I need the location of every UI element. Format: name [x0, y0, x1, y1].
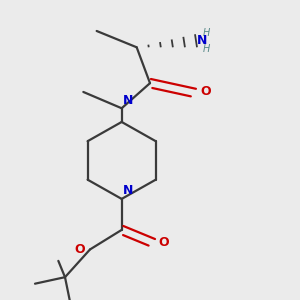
- Text: O: O: [158, 236, 169, 249]
- Text: H: H: [203, 44, 210, 54]
- Text: O: O: [74, 243, 85, 256]
- Text: O: O: [200, 85, 211, 98]
- Text: N: N: [123, 184, 134, 197]
- Text: N: N: [123, 94, 134, 106]
- Text: N: N: [197, 34, 207, 47]
- Text: H: H: [203, 28, 210, 38]
